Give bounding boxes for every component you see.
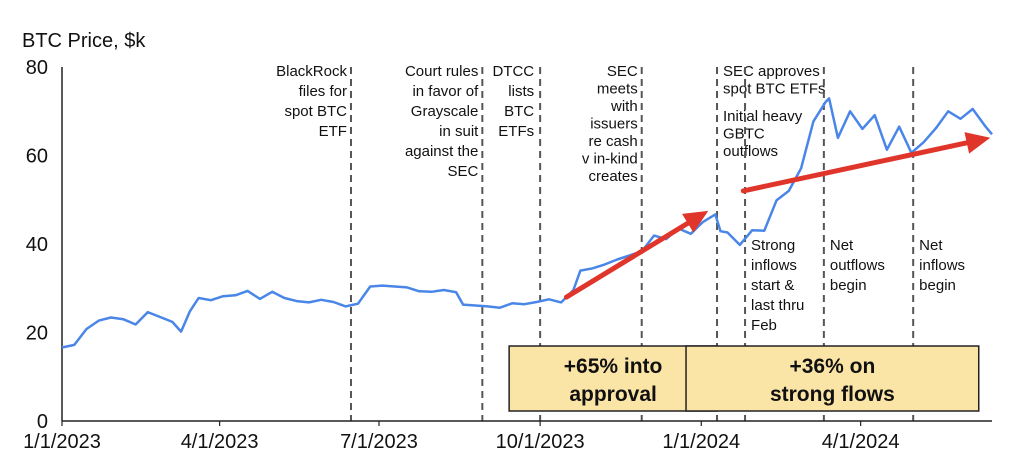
y-tick-label: 40 bbox=[26, 234, 48, 256]
event-label: ETFs bbox=[498, 123, 534, 140]
event-label: start & bbox=[751, 277, 794, 294]
event-label: files for bbox=[299, 83, 347, 100]
trend-arrow-shaft bbox=[740, 140, 970, 194]
callout-text: +36% on bbox=[789, 355, 875, 378]
event-label: re cash bbox=[589, 133, 638, 150]
event-label: Net bbox=[830, 237, 854, 254]
event-label: creates bbox=[589, 168, 638, 185]
trend-arrows bbox=[563, 132, 991, 300]
event-label: outflows bbox=[830, 257, 885, 274]
event-label: Grayscale bbox=[411, 103, 479, 120]
callout-boxes: +65% into approval +36% on strong flows bbox=[508, 345, 980, 412]
event-label: with bbox=[610, 98, 638, 115]
event-label: meets bbox=[597, 81, 638, 98]
chart-title: BTC Price, $k bbox=[22, 30, 146, 52]
callout-box bbox=[508, 345, 718, 412]
event-label: lists bbox=[508, 83, 534, 100]
event-label: begin bbox=[830, 277, 867, 294]
x-tick-label: 4/1/2024 bbox=[822, 431, 900, 453]
event-label: Court rules bbox=[405, 63, 478, 80]
x-tick-label: 4/1/2023 bbox=[181, 431, 259, 453]
callout-text: strong flows bbox=[770, 383, 895, 406]
event-label: in suit bbox=[439, 123, 479, 140]
price-series bbox=[61, 97, 993, 349]
callout-text: approval bbox=[569, 383, 657, 406]
event-label: Net bbox=[919, 237, 943, 254]
event-label: last thru bbox=[751, 297, 804, 314]
trend-arrow-shaft bbox=[563, 220, 691, 300]
event-label: Feb bbox=[751, 317, 777, 334]
y-tick-label: 60 bbox=[26, 146, 48, 168]
trend-arrow-head bbox=[682, 210, 709, 233]
event-label: spot BTC bbox=[284, 103, 347, 120]
event-label: BlackRock bbox=[276, 63, 347, 80]
event-label: begin bbox=[919, 277, 956, 294]
y-tick-label: 20 bbox=[26, 323, 48, 345]
event-label: ETF bbox=[319, 123, 347, 140]
event-label: inflows bbox=[751, 257, 797, 274]
event-label: DTCC bbox=[492, 63, 534, 80]
event-label: GBTC bbox=[723, 126, 765, 143]
axes: 0 20 40 60 80 1/1/2023 4/1/2023 7/1/2023 10/1/20… bbox=[23, 57, 992, 453]
y-tick-label: 80 bbox=[26, 57, 48, 79]
trend-arrow-head bbox=[964, 132, 991, 154]
event-label: BTC bbox=[504, 103, 534, 120]
event-label: outflows bbox=[723, 143, 778, 160]
event-label: inflows bbox=[919, 257, 965, 274]
event-label: SEC bbox=[607, 63, 638, 80]
x-tick-label: 1/1/2024 bbox=[662, 431, 740, 453]
x-tick-label: 10/1/2023 bbox=[496, 431, 585, 453]
x-tick-label: 7/1/2023 bbox=[340, 431, 418, 453]
event-label: Initial heavy bbox=[723, 108, 803, 125]
callout-box bbox=[685, 345, 980, 412]
event-label: spot BTC ETFs bbox=[723, 81, 826, 98]
x-tick-label: 1/1/2023 bbox=[23, 431, 101, 453]
event-label: Strong bbox=[751, 237, 795, 254]
y-tick-label: 0 bbox=[37, 411, 48, 433]
event-label: v in-kind bbox=[582, 151, 638, 168]
event-label: in favor of bbox=[412, 83, 479, 100]
btc-price-line bbox=[61, 97, 993, 349]
callout-text: +65% into bbox=[564, 355, 663, 378]
event-label: SEC approves bbox=[723, 63, 820, 80]
event-label: issuers bbox=[590, 116, 638, 133]
event-label: against the bbox=[405, 143, 478, 160]
event-label: SEC bbox=[447, 163, 478, 180]
